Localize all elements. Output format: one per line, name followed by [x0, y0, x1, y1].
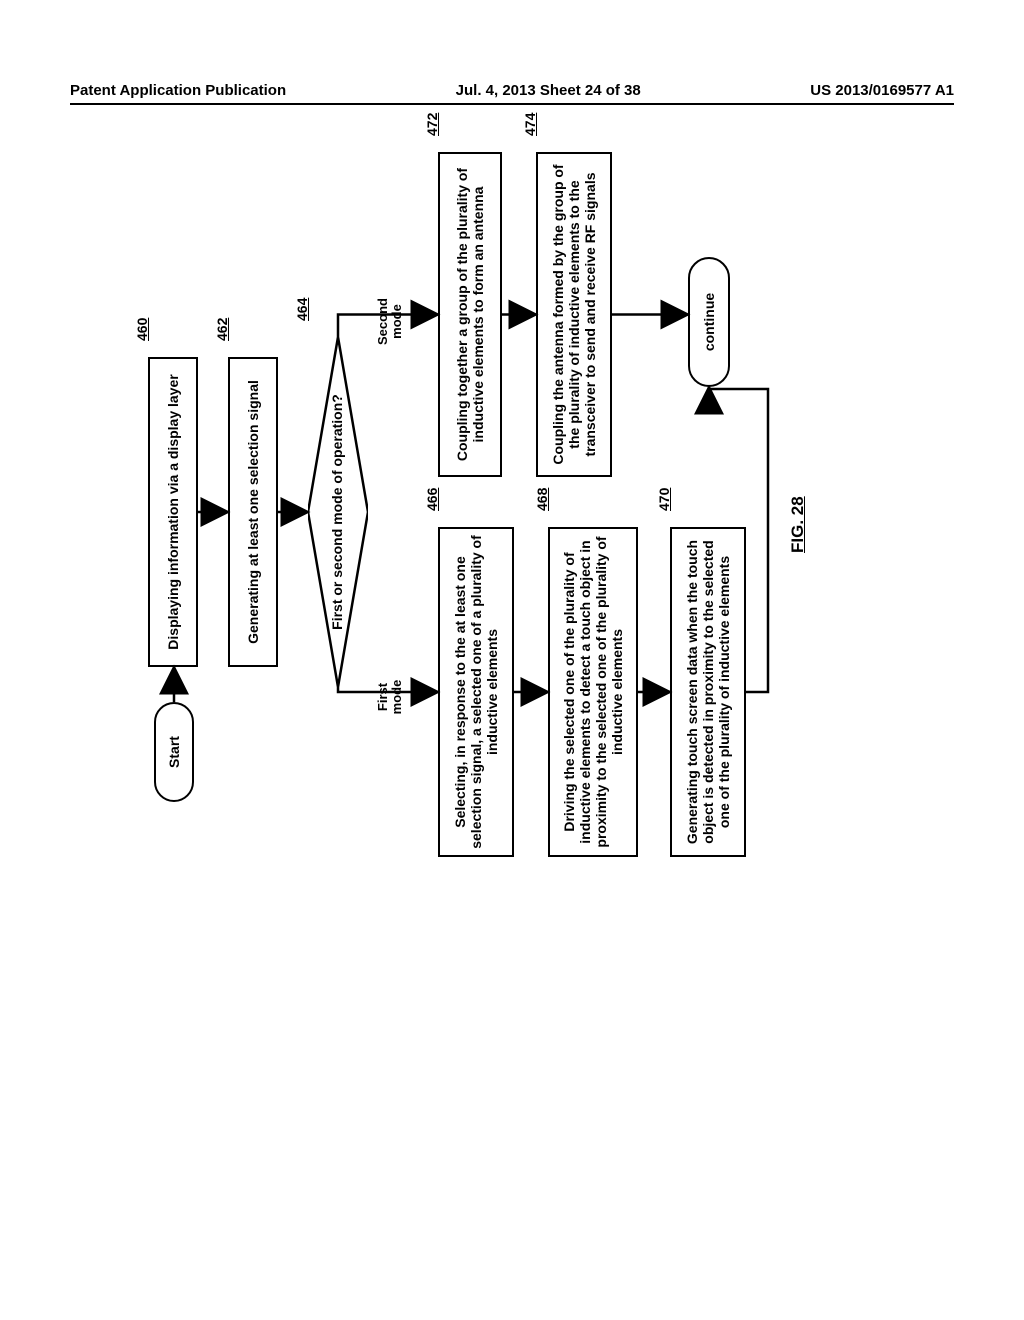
step-label-472: 472 [424, 113, 440, 136]
header-right: US 2013/0169577 A1 [810, 82, 954, 99]
header-center: Jul. 4, 2013 Sheet 24 of 38 [456, 82, 641, 99]
flow-arrows [148, 147, 1024, 877]
page-header: Patent Application Publication Jul. 4, 2… [70, 82, 954, 105]
header-left: Patent Application Publication [70, 82, 286, 99]
step-label-474: 474 [522, 113, 538, 136]
flowchart: StartcontinueDisplaying information via … [148, 147, 1024, 877]
